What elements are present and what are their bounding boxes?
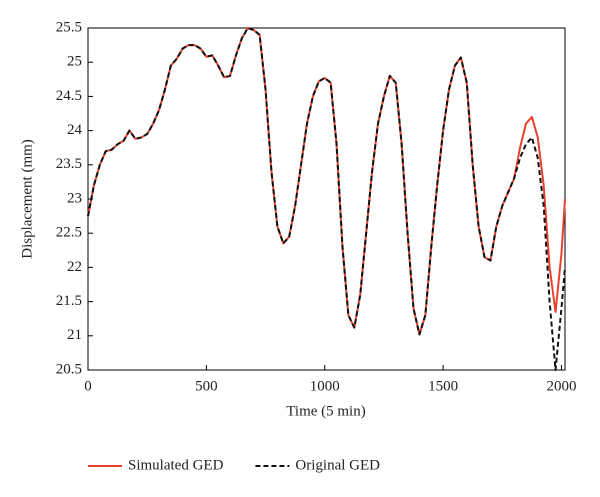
y-tick-label: 20.5	[56, 361, 82, 377]
line-series	[87, 27, 566, 336]
legend-label: Simulated GED	[128, 457, 224, 473]
x-tick-label: 1500	[428, 378, 458, 394]
y-tick-label: 22.5	[56, 225, 82, 241]
x-tick-label: 0	[84, 378, 92, 394]
y-tick-label: 23.5	[56, 156, 82, 172]
y-tick-label: 24	[67, 122, 83, 138]
y-tick-label: 21	[67, 327, 82, 343]
y-tick-label: 23	[67, 190, 82, 206]
x-tick-label: 2000	[546, 378, 576, 394]
y-tick-label: 22	[67, 259, 82, 275]
y-tick-label: 21.5	[56, 293, 82, 309]
x-tick-label: 1000	[310, 378, 340, 394]
y-axis-label: Displacement (mm)	[19, 139, 35, 259]
x-axis-label: Time (5 min)	[286, 403, 365, 419]
x-tick-label: 500	[195, 378, 218, 394]
y-tick-label: 25.5	[56, 19, 82, 35]
legend-label: Original GED	[295, 457, 380, 473]
y-tick-label: 25	[67, 54, 82, 70]
line-series	[87, 27, 566, 371]
y-tick-label: 24.5	[56, 88, 82, 104]
